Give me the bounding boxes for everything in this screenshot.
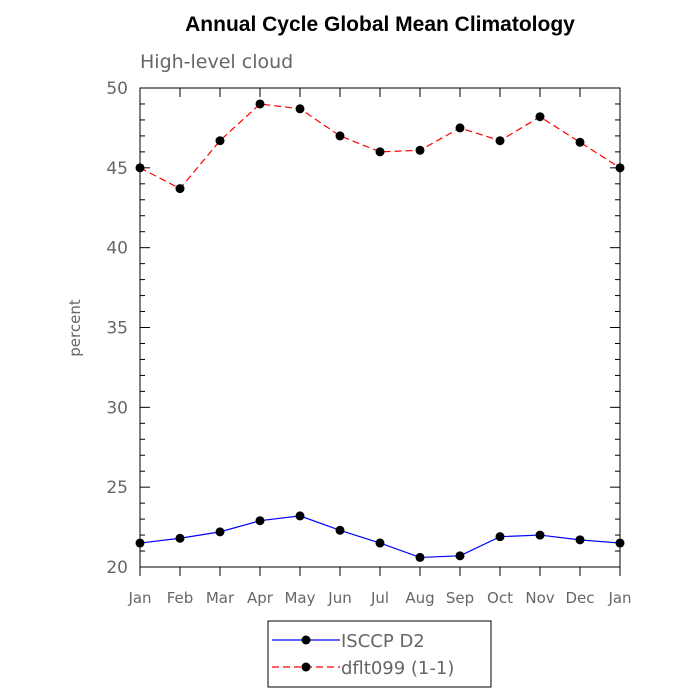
data-point — [175, 184, 185, 194]
y-axis-label: percent — [66, 299, 84, 357]
x-tick-label: Nov — [525, 589, 554, 607]
y-tick-label: 50 — [106, 79, 128, 99]
data-point — [375, 538, 385, 548]
series-1 — [135, 99, 625, 194]
axis-ticks: 20 25 30 35 40 45 50 Jan Feb Mar Apr May Jun Jul Aug Se… — [106, 79, 631, 607]
data-point — [215, 136, 225, 146]
series-0 — [135, 511, 625, 562]
data-point — [455, 551, 465, 561]
legend-marker — [301, 662, 311, 672]
x-tick-label: Jul — [370, 589, 389, 607]
chart-subtitle: High-level cloud — [140, 51, 293, 73]
y-tick-label: 30 — [106, 398, 128, 418]
data-point — [135, 538, 145, 548]
data-point — [535, 530, 545, 540]
legend-box — [267, 620, 492, 688]
data-point — [535, 112, 545, 122]
x-tick-label: Oct — [487, 589, 513, 607]
data-point — [135, 163, 145, 173]
data-point — [455, 123, 465, 133]
data-point — [255, 516, 265, 526]
x-tick-label: Feb — [167, 589, 194, 607]
data-point — [295, 511, 305, 521]
data-point — [335, 525, 345, 535]
y-tick-label: 25 — [106, 478, 128, 498]
plot-frame — [139, 87, 621, 568]
x-tick-label: Apr — [247, 589, 274, 607]
legend-label: dflt099 (1-1) — [341, 658, 454, 679]
data-point — [615, 538, 625, 548]
data-point — [255, 99, 265, 109]
y-tick-label: 35 — [106, 319, 128, 339]
data-point — [415, 145, 425, 155]
y-tick-label: 20 — [106, 558, 128, 578]
chart-title: Annual Cycle Global Mean Climatology — [185, 13, 575, 36]
x-tick-label: Jan — [127, 589, 151, 607]
data-point — [495, 532, 505, 542]
x-tick-label: Aug — [405, 589, 434, 607]
data-point — [215, 527, 225, 537]
x-tick-label: Dec — [565, 589, 594, 607]
x-tick-label: Sep — [446, 589, 474, 607]
y-tick-label: 45 — [106, 159, 128, 179]
data-point — [415, 552, 425, 562]
x-tick-label: Jan — [607, 589, 631, 607]
data-point — [575, 137, 585, 147]
data-point — [575, 535, 585, 545]
legend: ISCCP D2 dflt099 (1-1) — [267, 620, 492, 688]
data-point — [615, 163, 625, 173]
y-tick-label: 40 — [106, 239, 128, 259]
legend-label: ISCCP D2 — [341, 631, 425, 652]
x-tick-label: May — [284, 589, 315, 607]
data-point — [495, 136, 505, 146]
series-layer — [135, 99, 625, 562]
data-point — [375, 147, 385, 157]
data-point — [335, 131, 345, 141]
x-tick-label: Mar — [206, 589, 235, 607]
series-line — [139, 515, 621, 559]
legend-marker — [301, 635, 311, 645]
data-point — [175, 533, 185, 543]
x-tick-label: Jun — [327, 589, 351, 607]
series-line — [139, 103, 621, 190]
data-point — [295, 104, 305, 114]
